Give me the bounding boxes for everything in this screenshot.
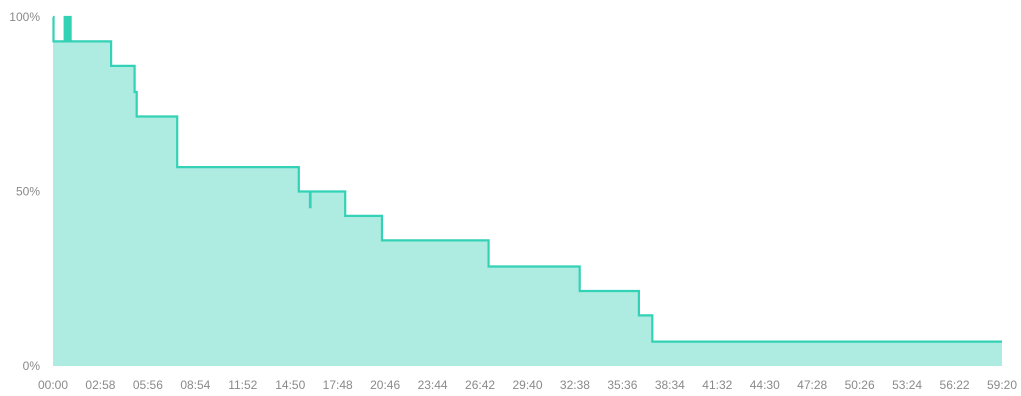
x-tick-label: 26:42 [465, 378, 495, 392]
y-tick-label: 50% [16, 185, 40, 199]
x-tick-label: 53:24 [892, 378, 922, 392]
x-tick-label: 41:32 [702, 378, 732, 392]
x-tick-label: 08:54 [180, 378, 210, 392]
y-axis: 100% 50% 0% [9, 10, 40, 373]
area-layer [53, 17, 1002, 366]
x-tick-label: 11:52 [228, 378, 257, 392]
line-layer [52, 15, 1002, 343]
y-tick-label: 0% [23, 359, 41, 373]
x-tick-label: 32:38 [560, 378, 590, 392]
x-tick-label: 23:44 [418, 378, 448, 392]
x-axis: 00:00 02:58 05:56 08:54 11:52 14:50 17:48 20:46… [38, 378, 1017, 392]
x-tick-label: 38:34 [655, 378, 685, 392]
x-tick-label: 29:40 [512, 378, 542, 392]
series-line [52, 15, 1002, 343]
x-tick-label: 02:58 [85, 378, 115, 392]
x-tick-label: 50:26 [845, 378, 875, 392]
x-tick-label: 44:30 [750, 378, 780, 392]
x-tick-label: 35:36 [607, 378, 637, 392]
x-tick-label: 00:00 [38, 378, 68, 392]
x-tick-label: 05:56 [133, 378, 163, 392]
series-area [53, 17, 1002, 366]
y-tick-label: 100% [9, 10, 40, 24]
x-tick-label: 17:48 [323, 378, 353, 392]
x-tick-label: 14:50 [275, 378, 305, 392]
x-tick-label: 59:20 [987, 378, 1017, 392]
x-tick-label: 20:46 [370, 378, 400, 392]
x-tick-label: 56:22 [940, 378, 970, 392]
x-tick-label: 47:28 [797, 378, 827, 392]
